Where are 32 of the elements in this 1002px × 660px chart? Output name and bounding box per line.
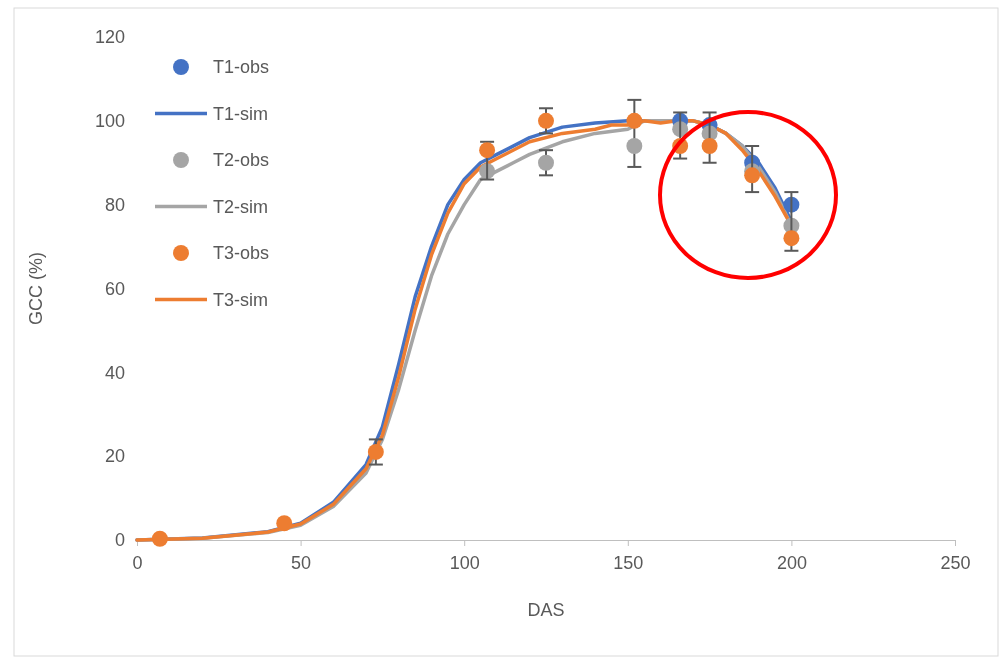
x-tick-label: 100 [449, 552, 480, 573]
x-tick-label: 250 [940, 552, 971, 573]
legend-label: T2-obs [213, 150, 270, 171]
x-axis-title: DAS [527, 600, 565, 620]
point [276, 515, 293, 532]
x-tick-label: 50 [291, 552, 312, 573]
y-tick-label: 0 [114, 530, 125, 551]
point [626, 138, 643, 154]
legend-label: T3-sim [213, 289, 268, 310]
y-tick-label: 80 [104, 194, 125, 215]
y-tick-label: 100 [94, 111, 125, 132]
point [151, 530, 168, 547]
legend-label: T2-sim [213, 196, 268, 217]
x-tick-label: 150 [613, 552, 644, 573]
legend-label: T1-obs [213, 57, 270, 78]
x-tick-label: 0 [132, 552, 143, 573]
y-tick-label: 20 [104, 446, 125, 467]
point [538, 112, 554, 129]
legend-label: T3-obs [213, 243, 270, 264]
point [744, 167, 761, 184]
point [783, 230, 800, 247]
point [538, 154, 554, 171]
point [367, 444, 384, 460]
point [626, 112, 643, 129]
y-tick-label: 40 [104, 362, 125, 383]
legend-label: T1-sim [213, 103, 268, 124]
y-tick-label: 60 [104, 278, 125, 299]
point [479, 142, 496, 159]
y-axis-title: GCC (%) [26, 252, 46, 325]
x-tick-label: 200 [776, 552, 807, 573]
point [701, 138, 718, 154]
y-tick-label: 120 [94, 27, 125, 48]
